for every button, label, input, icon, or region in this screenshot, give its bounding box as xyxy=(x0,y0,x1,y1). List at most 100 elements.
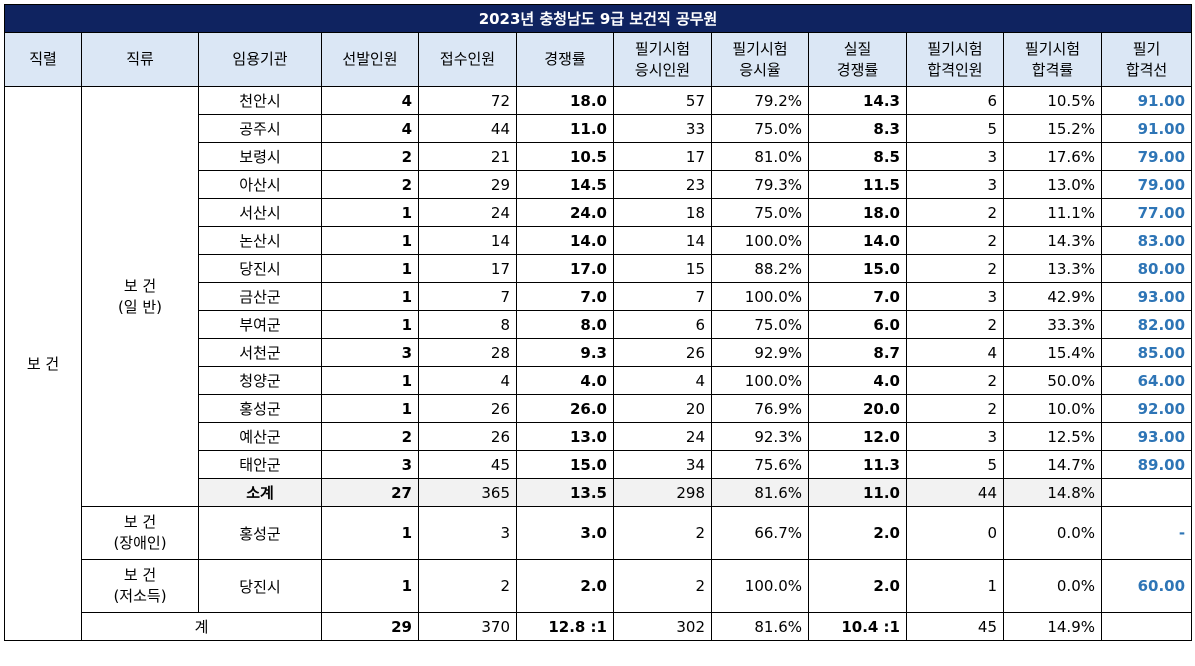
passed-cell: 1 xyxy=(906,559,1004,613)
group-label-line1: 보 건 xyxy=(123,276,157,295)
ratio-cell: 18.0 xyxy=(516,86,614,115)
take-rate-cell: 76.9% xyxy=(711,394,809,423)
ratio-cell: 9.3 xyxy=(516,338,614,367)
passed-cell: 6 xyxy=(906,86,1004,115)
take-rate-cell: 100.0% xyxy=(711,282,809,311)
take-rate-cell: 75.6% xyxy=(711,450,809,479)
subtotal-ratio-cell: 13.5 xyxy=(516,478,614,507)
table-title: 2023년 충청남도 9급 보건직 공무원 xyxy=(3,4,1193,33)
real-ratio-cell: 20.0 xyxy=(808,394,907,423)
selected-cell: 4 xyxy=(321,114,419,143)
took-cell: 14 xyxy=(613,226,712,255)
take-rate-cell: 88.2% xyxy=(711,254,809,283)
cutoff-cell: 91.00 xyxy=(1100,86,1193,115)
real-ratio-cell: 14.0 xyxy=(808,226,907,255)
column-header-line1: 임용기관 xyxy=(232,50,288,68)
applied-cell: 7 xyxy=(418,282,517,311)
cutoff-cell: 82.00 xyxy=(1100,310,1193,339)
passed-cell: 2 xyxy=(906,394,1004,423)
group-label-line1: 보 건 xyxy=(123,566,157,584)
table-row: 부여군 1 8 8.0 6 75.0% 6.0 2 33.3% 82.00 xyxy=(5,310,1193,339)
selected-cell: 1 xyxy=(321,226,419,255)
agency-cell: 서천군 xyxy=(198,338,322,367)
pass-rate-cell: 13.3% xyxy=(1003,254,1102,283)
real-ratio-cell: 14.3 xyxy=(808,86,907,115)
cutoff-cell: 92.00 xyxy=(1100,394,1193,423)
column-header: 필기시험 합격인원 xyxy=(906,32,1004,87)
real-ratio-cell: 2.0 xyxy=(808,506,907,560)
ratio-cell: 4.0 xyxy=(516,366,614,395)
applied-cell: 45 xyxy=(418,450,517,479)
took-cell: 4 xyxy=(613,366,712,395)
pass-rate-cell: 14.7% xyxy=(1003,450,1102,479)
column-header: 접수인원 xyxy=(418,32,517,87)
total-label: 계 xyxy=(81,612,322,641)
took-cell: 7 xyxy=(613,282,712,311)
subtotal-real-ratio-cell: 11.0 xyxy=(808,478,907,507)
column-header-line1: 선발인원 xyxy=(342,50,398,68)
passed-cell: 0 xyxy=(906,506,1004,560)
subtotal-passed-cell: 44 xyxy=(906,478,1004,507)
selected-cell: 1 xyxy=(321,506,419,560)
real-ratio-cell: 8.3 xyxy=(808,114,907,143)
cutoff-cell: 93.00 xyxy=(1100,422,1193,451)
take-rate-cell: 75.0% xyxy=(711,198,809,227)
cutoff-cell: 64.00 xyxy=(1100,366,1193,395)
ratio-cell: 10.5 xyxy=(516,142,614,171)
column-header-line1: 직렬 xyxy=(29,50,57,68)
subtotal-cutoff-cell xyxy=(1100,478,1193,507)
applied-cell: 3 xyxy=(418,506,517,560)
selected-cell: 2 xyxy=(321,142,419,171)
agency-cell: 천안시 xyxy=(198,86,322,115)
real-ratio-cell: 11.3 xyxy=(808,450,907,479)
subtotal-applied-cell: 365 xyxy=(418,478,517,507)
column-header-line1: 필기 xyxy=(1132,39,1161,58)
applied-cell: 24 xyxy=(418,198,517,227)
table-row: 당진시 1 17 17.0 15 88.2% 15.0 2 13.3% 80.00 xyxy=(5,254,1193,283)
column-header-line2: 합격인원 xyxy=(927,60,983,79)
passed-cell: 2 xyxy=(906,254,1004,283)
ratio-cell: 3.0 xyxy=(516,506,614,560)
agency-cell: 홍성군 xyxy=(198,394,322,423)
cutoff-cell: - xyxy=(1100,506,1193,560)
take-rate-cell: 100.0% xyxy=(711,559,809,613)
agency-cell: 논산시 xyxy=(198,226,322,255)
passed-cell: 3 xyxy=(906,142,1004,171)
take-rate-cell: 92.9% xyxy=(711,338,809,367)
column-header: 실질 경쟁률 xyxy=(808,32,907,87)
group-general-cell: 보 건 (일 반) xyxy=(81,86,199,507)
took-cell: 24 xyxy=(613,422,712,451)
selected-cell: 1 xyxy=(321,366,419,395)
subtotal-selected-cell: 27 xyxy=(321,478,419,507)
cutoff-cell: 77.00 xyxy=(1100,198,1193,227)
pass-rate-cell: 13.0% xyxy=(1003,170,1102,199)
take-rate-cell: 100.0% xyxy=(711,226,809,255)
pass-rate-cell: 42.9% xyxy=(1003,282,1102,311)
selected-cell: 1 xyxy=(321,254,419,283)
table-row: 공주시 4 44 11.0 33 75.0% 8.3 5 15.2% 91.00 xyxy=(5,114,1193,143)
passed-cell: 4 xyxy=(906,338,1004,367)
took-cell: 15 xyxy=(613,254,712,283)
cutoff-cell: 83.00 xyxy=(1100,226,1193,255)
column-header-line2: 응시인원 xyxy=(634,60,691,79)
real-ratio-cell: 15.0 xyxy=(808,254,907,283)
passed-cell: 2 xyxy=(906,198,1004,227)
agency-cell: 홍성군 xyxy=(198,506,322,560)
passed-cell: 2 xyxy=(906,310,1004,339)
header-row: 직렬 직류 임용기관 선발인원 접수인원 경쟁률 필기시험 응시인원 필기시험 응시율 실질 경쟁률 필… xyxy=(4,32,1193,87)
total-ratio-cell: 12.8 :1 xyxy=(516,612,614,641)
real-ratio-cell: 8.7 xyxy=(808,338,907,367)
total-row: 계 29 370 12.8 :1 302 81.6% 10.4 :1 45 14.9% xyxy=(5,612,1193,641)
ratio-cell: 11.0 xyxy=(516,114,614,143)
table-row: 금산군 1 7 7.0 7 100.0% 7.0 3 42.9% 93.00 xyxy=(5,282,1193,311)
subtotal-took-cell: 298 xyxy=(613,478,712,507)
ratio-cell: 8.0 xyxy=(516,310,614,339)
applied-cell: 14 xyxy=(418,226,517,255)
passed-cell: 2 xyxy=(906,366,1004,395)
real-ratio-cell: 7.0 xyxy=(808,282,907,311)
real-ratio-cell: 11.5 xyxy=(808,170,907,199)
took-cell: 2 xyxy=(613,559,712,613)
pass-rate-cell: 17.6% xyxy=(1003,142,1102,171)
cutoff-cell: 60.00 xyxy=(1100,559,1193,613)
